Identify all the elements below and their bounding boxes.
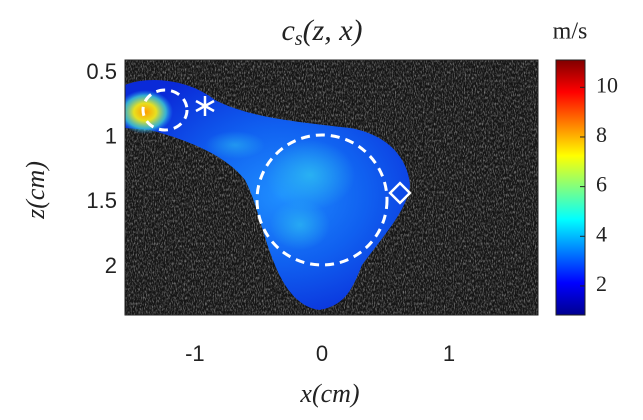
colorbar-tick-label: 4 [596,221,607,246]
colorbar-label: m/s [553,19,588,45]
y-tick-label: 1.5 [86,188,117,213]
asterisk-marker [195,96,215,116]
hot-spot [125,90,173,134]
colorbar-tick-label: 8 [596,122,607,147]
title-rest: (z, x) [303,14,363,47]
title-subscript: s [295,28,303,50]
inclusion-outline [255,133,389,267]
colorbar-tick-label: 10 [596,72,618,97]
warm-spot [205,131,265,159]
x-tick-label: -1 [185,341,205,366]
chart-title: cs(z, x) [281,14,362,50]
y-tick-label: 0.5 [86,59,117,84]
diamond-marker [388,181,412,205]
x-tick-label: 1 [443,341,455,366]
warm-spot [265,140,355,210]
title-base: c [281,14,294,47]
y-tick-label: 1 [105,123,117,148]
y-tick-label: 2 [105,253,117,278]
x-axis-label: x(cm) [299,379,359,408]
y-axis-label: z(cm) [21,161,50,220]
small-inclusion-outline [141,88,189,132]
warm-spot [270,200,330,250]
x-tick-label: 0 [316,341,328,366]
plot-frame [124,59,539,316]
colorbar-tick-label: 6 [596,172,607,197]
colorbar [555,59,586,316]
colorbar-tick-label: 2 [596,271,607,296]
image [125,60,538,315]
